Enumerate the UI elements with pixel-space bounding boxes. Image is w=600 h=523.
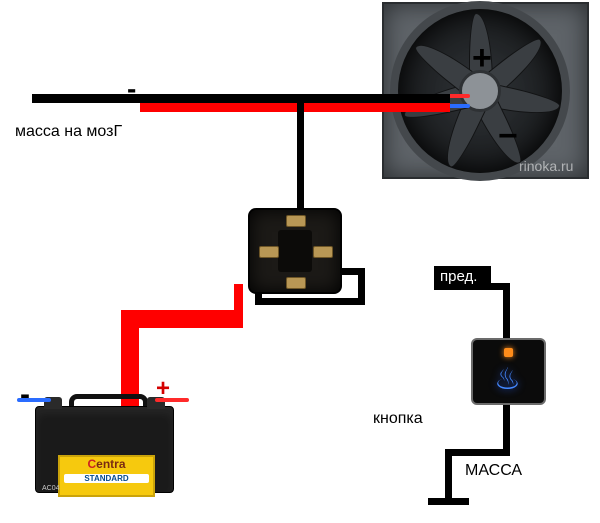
battery-series: STANDARD — [64, 474, 149, 483]
relay-pin — [313, 246, 333, 258]
wire-relay-bottom-across — [255, 298, 365, 305]
battery-code: AC04 — [42, 485, 60, 492]
relay-pin — [286, 215, 306, 227]
wire-ground-bar — [428, 498, 469, 505]
label-ground-to-ecu: масса на мозГ — [15, 123, 122, 141]
sign-fan-plus: + — [472, 39, 492, 78]
wire-button-to-ground-h — [445, 449, 510, 456]
wire-red-drop-to-batt — [121, 310, 139, 406]
wire-black-drop-to-relay — [297, 103, 304, 216]
wire-fuse-to-button-v — [503, 283, 510, 341]
battery-body: Centra STANDARD AC04 — [35, 406, 174, 493]
sign-fan-minus: − — [498, 117, 518, 156]
wiring-diagram: rinoka.ru пред. ♨ Centra STANDARD AC04 м… — [0, 0, 600, 523]
heater-button[interactable]: ♨ — [471, 338, 546, 405]
wire-bus-black-top — [32, 94, 450, 103]
battery: Centra STANDARD AC04 — [35, 396, 172, 491]
button-led — [504, 348, 513, 357]
seat-heater-icon: ♨ — [494, 362, 521, 397]
sign-bus-minus: - — [127, 73, 136, 105]
relay-pin — [286, 277, 306, 289]
fan-assembly — [398, 9, 562, 173]
wire-red-horiz-to-batt — [121, 310, 243, 328]
sign-batt-minus: - — [20, 378, 30, 412]
watermark-text: rinoka.ru — [519, 158, 573, 174]
wire-button-to-ground-v1 — [503, 399, 510, 456]
relay-well — [278, 230, 312, 272]
label-button: кнопка — [373, 410, 423, 428]
fuse-label: пред. — [434, 266, 491, 290]
wire-button-to-ground-v2 — [445, 449, 452, 498]
battery-brand: Centra — [87, 457, 125, 471]
relay — [250, 210, 340, 292]
battery-label: Centra STANDARD — [58, 455, 155, 497]
wire-bus-red-top — [140, 103, 450, 112]
sign-batt-plus: + — [156, 375, 170, 403]
relay-pin — [259, 246, 279, 258]
label-ground: МАССА — [465, 462, 522, 480]
